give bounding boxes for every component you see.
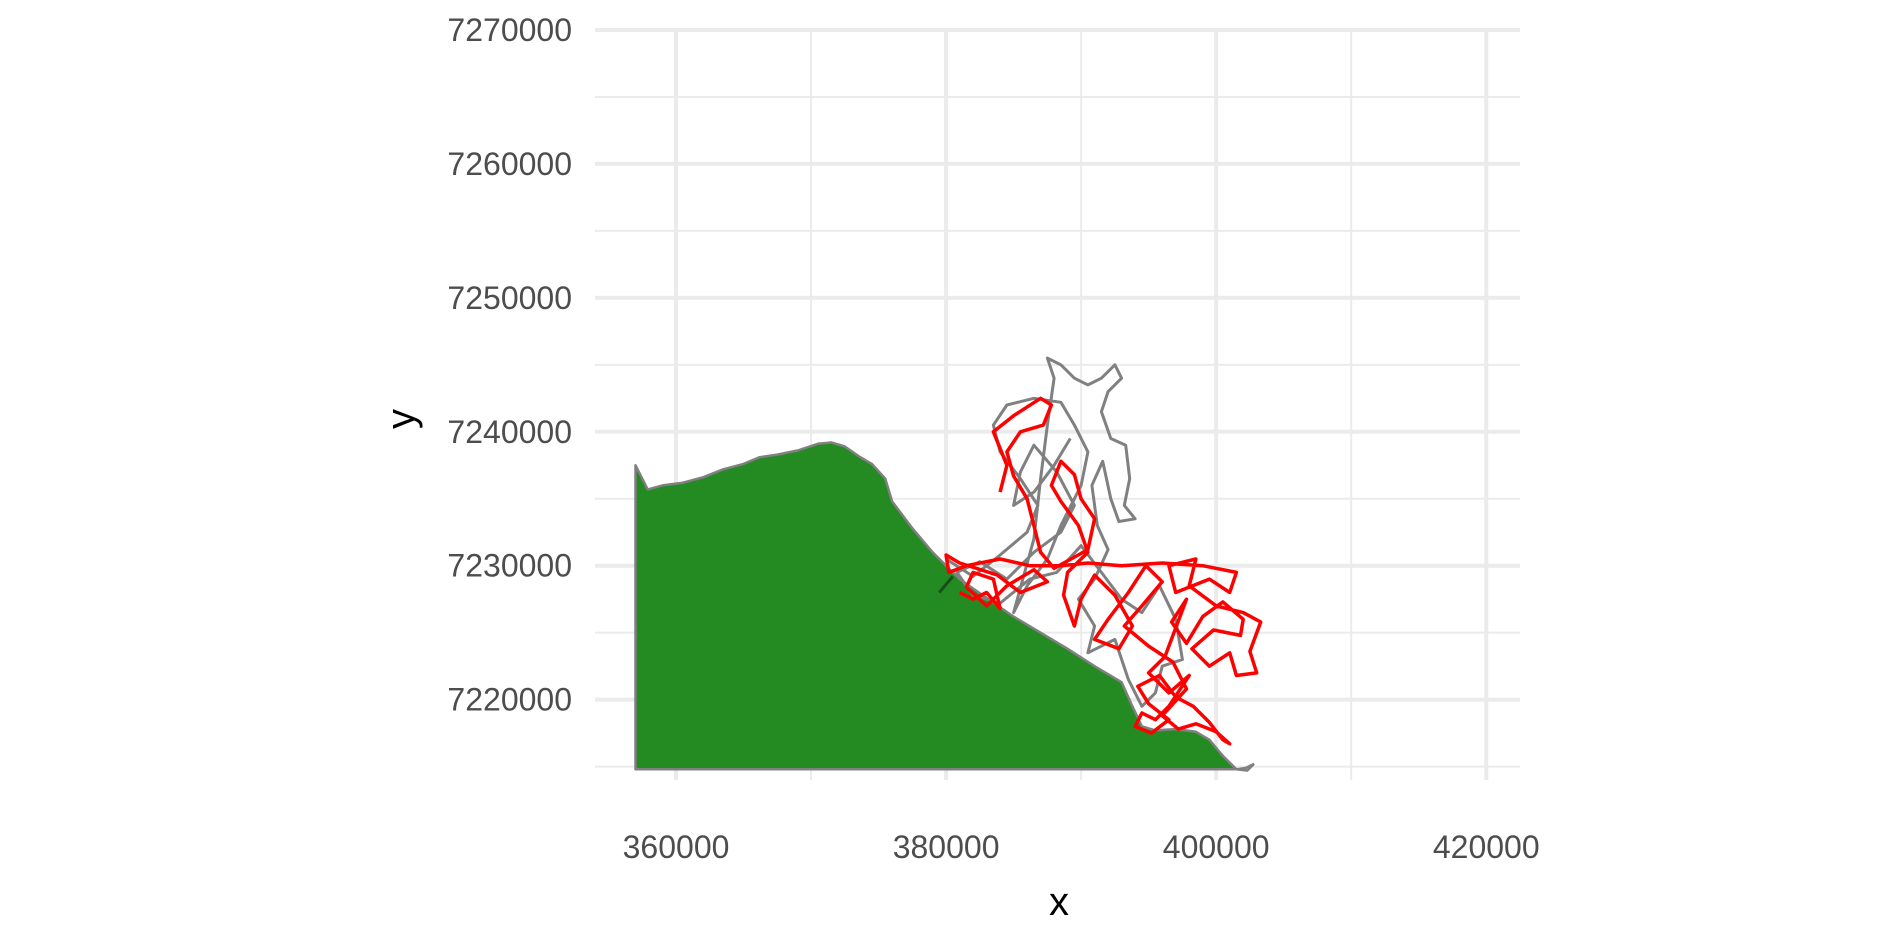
x-axis-title: x [1049, 880, 1069, 924]
track-layer [938, 356, 1263, 746]
y-tick-label: 7250000 [447, 280, 572, 316]
tick-label-layer: 7220000 7230000 7240000 7250000 7260000 72700… [447, 12, 1539, 865]
x-tick-label: 380000 [893, 829, 1000, 865]
x-tick-label: 420000 [1433, 829, 1540, 865]
red-track-line [944, 396, 1263, 746]
dark-track-segment [938, 575, 954, 594]
grey-track-line [945, 356, 1184, 708]
y-axis-title: y [379, 409, 423, 429]
y-tick-label: 7230000 [447, 548, 572, 584]
x-tick-label: 400000 [1163, 829, 1270, 865]
y-tick-label: 7260000 [447, 146, 572, 182]
y-tick-label: 7270000 [447, 12, 572, 48]
y-tick-label: 7240000 [447, 414, 572, 450]
y-tick-label: 7220000 [447, 682, 572, 718]
x-tick-label: 360000 [623, 829, 730, 865]
coastline-tail [1236, 762, 1255, 772]
